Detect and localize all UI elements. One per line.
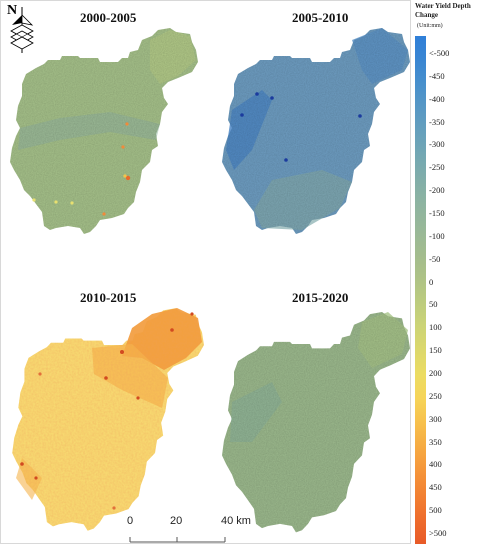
map-2010-2015	[12, 308, 204, 531]
legend-label: 500	[429, 505, 442, 516]
north-arrow-icon	[10, 7, 34, 53]
panel-title-2000-2005: 2000-2005	[80, 10, 137, 25]
hotspot-dot	[102, 212, 106, 216]
map-canvas	[10, 28, 410, 533]
scale-tick-20: 20	[170, 515, 183, 527]
legend-label: 150	[429, 345, 442, 356]
hotspot-dot	[240, 113, 244, 117]
hotspot-dot	[284, 158, 288, 162]
hotspot-dot	[32, 198, 36, 202]
hotspot-dot	[120, 350, 124, 354]
legend-title: Water Yield Depth Change	[415, 2, 471, 19]
legend-label: 450	[429, 482, 442, 493]
hotspot-dot	[123, 174, 127, 178]
legend-label: -150	[429, 208, 445, 218]
scale-tick-0: 0	[127, 515, 134, 527]
legend-label: 200	[429, 368, 442, 378]
hotspot-dot	[270, 96, 274, 100]
scale-bar: 0 20 40 km	[125, 515, 270, 545]
hotspot-dot	[70, 201, 74, 205]
scale-tick-40: 40 km	[221, 515, 251, 527]
hotspot-dot	[125, 175, 131, 181]
north-arrow: N	[5, 3, 39, 55]
hotspot-dot	[136, 396, 140, 400]
legend-label: <-500	[429, 48, 450, 58]
legend-label: -300	[429, 139, 445, 150]
legend-label: -100	[429, 230, 445, 241]
map-frame	[0, 0, 411, 544]
panel-title-2005-2010: 2005-2010	[292, 10, 349, 25]
legend-label: -200	[429, 185, 445, 196]
hotspot-dot	[20, 462, 24, 466]
hotspot-dot	[104, 376, 108, 380]
hotspot-dot	[34, 476, 38, 480]
hotspot-dot	[112, 506, 116, 510]
hotspot-dot	[170, 328, 174, 332]
map-2015-2020	[222, 311, 410, 533]
legend-label: 0	[429, 276, 434, 287]
hotspot-dot	[38, 372, 42, 376]
legend-color-ramp	[415, 36, 426, 544]
legend-label: >500	[429, 528, 447, 538]
legend-label: -250	[429, 162, 445, 173]
legend-label: 350	[429, 436, 442, 447]
map-2000-2005	[10, 28, 198, 234]
hotspot-dot	[255, 92, 259, 96]
legend-label: -350	[429, 116, 445, 127]
hotspot-dot	[121, 145, 125, 149]
scale-bar-line	[129, 537, 226, 543]
north-label: N	[7, 3, 18, 18]
hotspot-dot	[54, 200, 58, 204]
legend-label: -400	[429, 93, 445, 104]
legend: Water Yield Depth Change (Unit:mm) <-500…	[413, 0, 477, 550]
legend-label: 400	[429, 459, 442, 470]
hotspot-dot	[358, 114, 362, 118]
legend-label: 300	[429, 413, 442, 424]
legend-label: -50	[429, 253, 441, 264]
legend-label: 250	[429, 390, 442, 401]
legend-label: 100	[429, 322, 442, 333]
panel-title-2010-2015: 2010-2015	[80, 290, 137, 305]
map-2005-2010	[222, 28, 410, 234]
panel-title-2015-2020: 2015-2020	[292, 290, 349, 305]
legend-label: -450	[429, 70, 445, 81]
legend-label: 50	[429, 299, 438, 310]
legend-unit: (Unit:mm)	[417, 23, 443, 29]
hotspot-dot	[190, 312, 194, 316]
hotspot-dot	[125, 122, 129, 126]
